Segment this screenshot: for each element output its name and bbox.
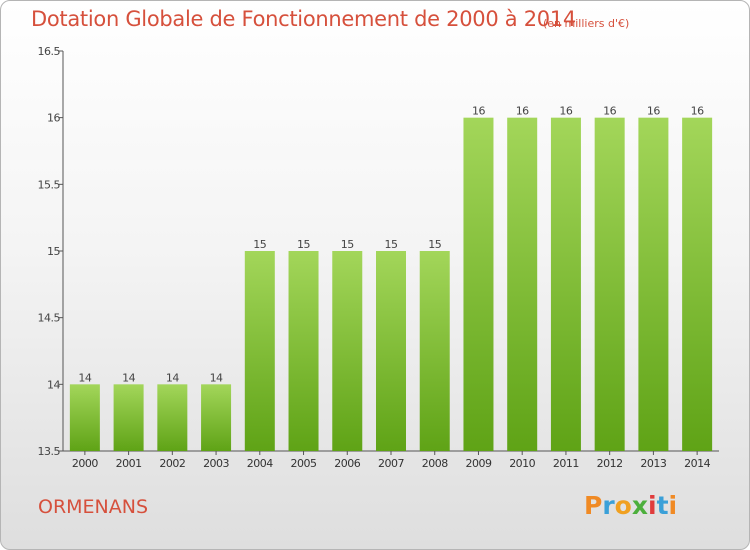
bar-2007 [376,251,406,451]
y-tick-label: 14 [47,378,60,391]
bar-2004 [244,251,275,451]
x-tick-label-2000: 2000 [72,457,98,470]
x-tick-label-2002: 2002 [159,457,185,470]
data-label-2014: 16 [691,105,704,118]
data-label-2008: 15 [428,238,441,251]
data-label-2006: 15 [341,238,354,251]
bar-2002 [157,384,188,451]
bar-2012 [594,117,625,452]
logo-letter: o [614,491,632,520]
bar-2013 [638,117,669,452]
x-tick-label-2003: 2003 [203,457,229,470]
x-tick-label-2014: 2014 [684,457,710,470]
y-tick-label: 15 [47,245,60,258]
bar-2001 [113,384,144,451]
bars [69,117,713,452]
bar-2008 [419,251,450,451]
x-tick-label-2001: 2001 [116,457,142,470]
data-label-2001: 14 [122,371,135,384]
bar-2005 [288,251,319,451]
data-label-2002: 14 [166,371,179,384]
bar-2009 [463,117,494,452]
bar-2010 [507,117,538,452]
x-tick-label-2008: 2008 [422,457,448,470]
y-tick-label: 15.5 [38,178,61,191]
x-tick-label-2011: 2011 [553,457,579,470]
data-labels: 14 14 14 14 15 15 15 15 15 16 16 16 16 16 16 [78,105,704,385]
y-tick-label: 13.5 [38,445,61,458]
bar-2011 [550,117,581,452]
logo-letter: r [602,491,615,520]
axes: 13.5 14 14.5 15 15.5 16 16.5 2000 2001 2002 2003 20… [38,45,719,470]
data-label-2007: 15 [385,238,398,251]
data-label-2011: 16 [559,105,572,118]
proxiti-logo: Proxiti [584,491,677,520]
logo-letter: t [656,491,669,520]
x-tick-label-2005: 2005 [291,457,317,470]
commune-name: ORMENANS [38,496,149,518]
x-tick-label-2013: 2013 [640,457,666,470]
bar-2003 [201,384,232,451]
logo-letter: i [648,491,657,520]
bar-2006 [332,251,363,451]
data-label-2013: 16 [647,105,660,118]
y-tick-label: 16 [47,112,60,125]
data-label-2009: 16 [472,105,485,118]
unit-label: (en milliers d'€) [543,17,630,30]
data-label-2003: 14 [210,371,223,384]
x-tick-label-2004: 2004 [247,457,273,470]
x-tick-label-2009: 2009 [465,457,491,470]
data-label-2012: 16 [603,105,616,118]
bar-2014 [682,117,713,452]
y-tick-label: 14.5 [38,312,61,325]
y-tick-label: 16.5 [38,45,61,58]
x-tick-label-2006: 2006 [334,457,360,470]
x-tick-label-2012: 2012 [597,457,623,470]
data-label-2000: 14 [78,371,91,384]
logo-letter: x [631,491,648,520]
chart-title: Dotation Globale de Fonctionnement de 20… [31,7,576,31]
data-label-2004: 15 [253,238,266,251]
x-tick-label-2010: 2010 [509,457,535,470]
x-tick-label-2007: 2007 [378,457,404,470]
logo-letter: i [668,491,678,520]
data-label-2010: 16 [516,105,529,118]
logo-letter: P [584,491,603,520]
data-label-2005: 15 [297,238,310,251]
bar-2000 [69,384,100,451]
